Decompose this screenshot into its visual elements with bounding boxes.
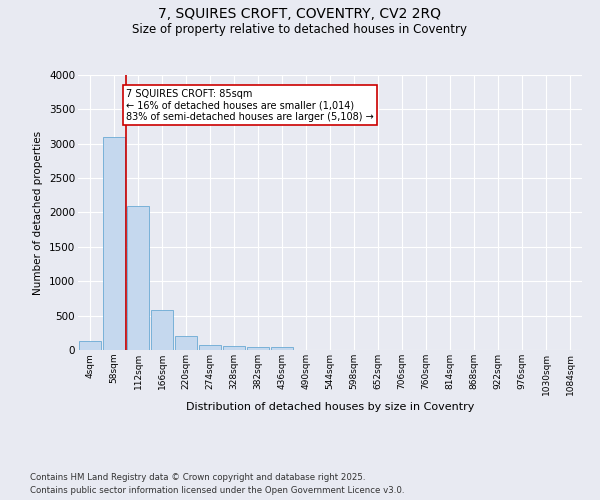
Bar — [151, 310, 173, 350]
Bar — [79, 341, 101, 350]
Text: Distribution of detached houses by size in Coventry: Distribution of detached houses by size … — [186, 402, 474, 412]
Text: Size of property relative to detached houses in Coventry: Size of property relative to detached ho… — [133, 22, 467, 36]
Y-axis label: Number of detached properties: Number of detached properties — [34, 130, 43, 294]
Bar — [127, 206, 149, 350]
Bar — [247, 347, 269, 350]
Bar — [175, 336, 197, 350]
Text: 7, SQUIRES CROFT, COVENTRY, CV2 2RQ: 7, SQUIRES CROFT, COVENTRY, CV2 2RQ — [158, 8, 442, 22]
Bar — [103, 137, 125, 350]
Text: Contains public sector information licensed under the Open Government Licence v3: Contains public sector information licen… — [30, 486, 404, 495]
Text: Contains HM Land Registry data © Crown copyright and database right 2025.: Contains HM Land Registry data © Crown c… — [30, 472, 365, 482]
Bar — [223, 346, 245, 350]
Bar — [271, 347, 293, 350]
Bar — [199, 344, 221, 350]
Text: 7 SQUIRES CROFT: 85sqm
← 16% of detached houses are smaller (1,014)
83% of semi-: 7 SQUIRES CROFT: 85sqm ← 16% of detached… — [126, 88, 374, 122]
